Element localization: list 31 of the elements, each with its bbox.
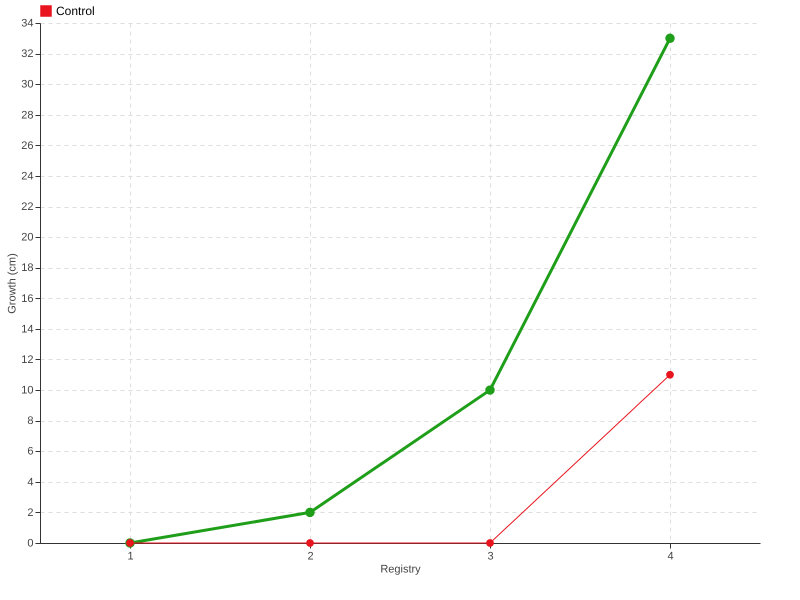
x-axis-title: Registry xyxy=(380,564,422,576)
y-tick-label: 20 xyxy=(21,232,34,244)
y-tick-label: 12 xyxy=(21,354,34,366)
y-tick-label: 10 xyxy=(21,384,34,397)
point xyxy=(665,34,675,44)
x-tick-label: 2 xyxy=(307,550,314,562)
y-tick-label: 14 xyxy=(21,323,34,336)
y-tick-label: 16 xyxy=(21,292,34,305)
y-tick-label: 28 xyxy=(21,109,34,122)
y-tick-label: 4 xyxy=(27,476,34,488)
y-tick-label: 22 xyxy=(21,201,34,214)
legend-label: Control xyxy=(56,4,95,18)
y-axis-title: Growth (cm) xyxy=(6,253,18,314)
y-tick-label: 26 xyxy=(21,140,34,152)
y-tick-label: 30 xyxy=(21,78,34,91)
point xyxy=(486,539,494,547)
y-tick-label: 32 xyxy=(21,48,34,60)
x-tick-label: 1 xyxy=(127,550,134,562)
point xyxy=(306,539,314,547)
y-tick-label: 18 xyxy=(21,262,34,274)
point xyxy=(666,370,674,379)
y-tick-label: 2 xyxy=(27,506,34,519)
y-tick-label: 24 xyxy=(21,170,34,182)
y-tick-label: 0 xyxy=(27,538,34,550)
y-tick-label: 8 xyxy=(27,415,34,428)
point xyxy=(485,385,495,395)
point xyxy=(305,508,315,518)
x-tick-label: 3 xyxy=(487,550,494,562)
y-tick-label: 6 xyxy=(27,446,34,458)
y-tick-label: 34 xyxy=(21,18,34,30)
x-tick-label: 4 xyxy=(667,550,674,562)
